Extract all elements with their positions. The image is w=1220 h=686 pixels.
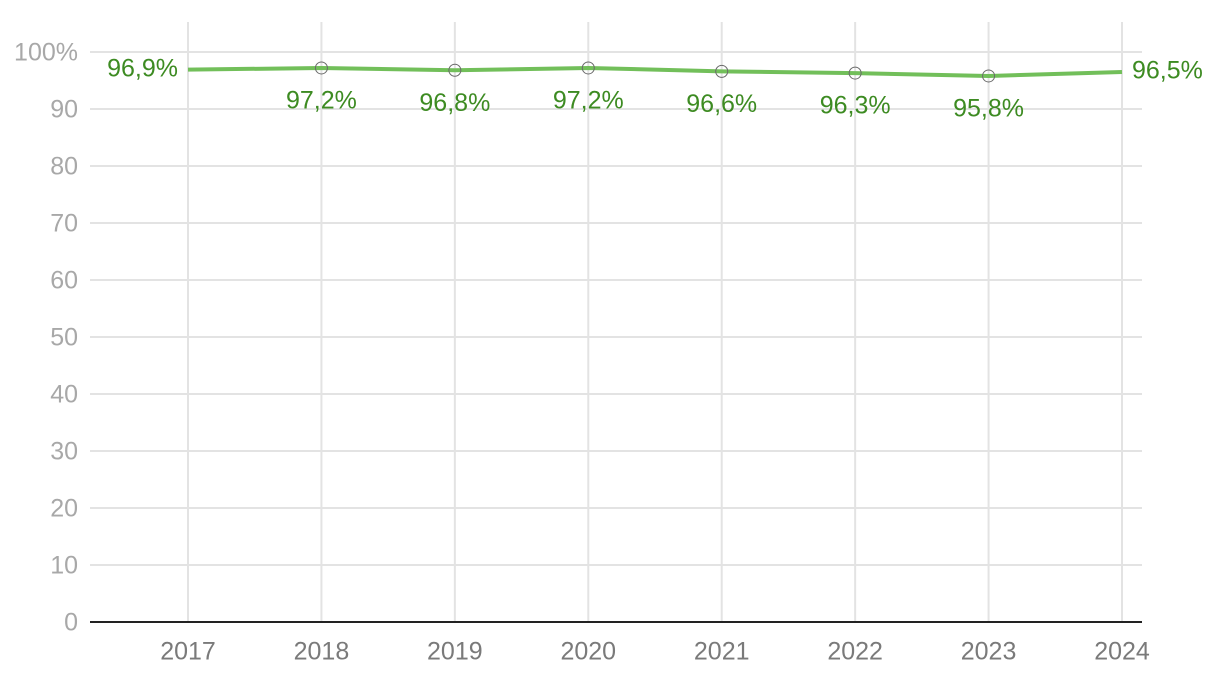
x-tick-label: 2017 <box>160 638 216 666</box>
x-tick-label: 2018 <box>294 638 350 666</box>
point <box>982 69 996 83</box>
y-tick-label: 0 <box>64 609 78 637</box>
y-tick-label: 90 <box>50 96 78 124</box>
y-tick-label: 80 <box>50 153 78 181</box>
value-label: 97,2% <box>553 87 624 115</box>
y-tick-label: 50 <box>50 324 78 352</box>
y-tick-label: 10 <box>50 552 78 580</box>
point <box>314 61 328 75</box>
value-label: 96,6% <box>686 90 757 118</box>
value-label: 97,2% <box>286 87 357 115</box>
value-label: 96,9% <box>107 54 178 82</box>
value-label: 96,3% <box>820 92 891 120</box>
value-label: 96,8% <box>419 89 490 117</box>
point <box>848 66 862 80</box>
point <box>448 63 462 77</box>
value-label: 95,8% <box>953 95 1024 123</box>
point <box>715 64 729 78</box>
y-tick-label: 70 <box>50 210 78 238</box>
x-tick-label: 2020 <box>560 638 616 666</box>
x-tick-label: 2023 <box>961 638 1017 666</box>
y-tick-label: 60 <box>50 267 78 295</box>
x-tick-label: 2019 <box>427 638 483 666</box>
x-tick-label: 2022 <box>827 638 883 666</box>
line <box>187 65 1123 78</box>
y-tick-label: 30 <box>50 438 78 466</box>
x-tick-label: 2024 <box>1094 638 1150 666</box>
y-tick-label: 100% <box>14 39 78 67</box>
value-label: 96,5% <box>1132 57 1203 85</box>
point <box>581 61 595 75</box>
y-tick-label: 20 <box>50 495 78 523</box>
y-tick-label: 40 <box>50 381 78 409</box>
x-tick-label: 2021 <box>694 638 750 666</box>
